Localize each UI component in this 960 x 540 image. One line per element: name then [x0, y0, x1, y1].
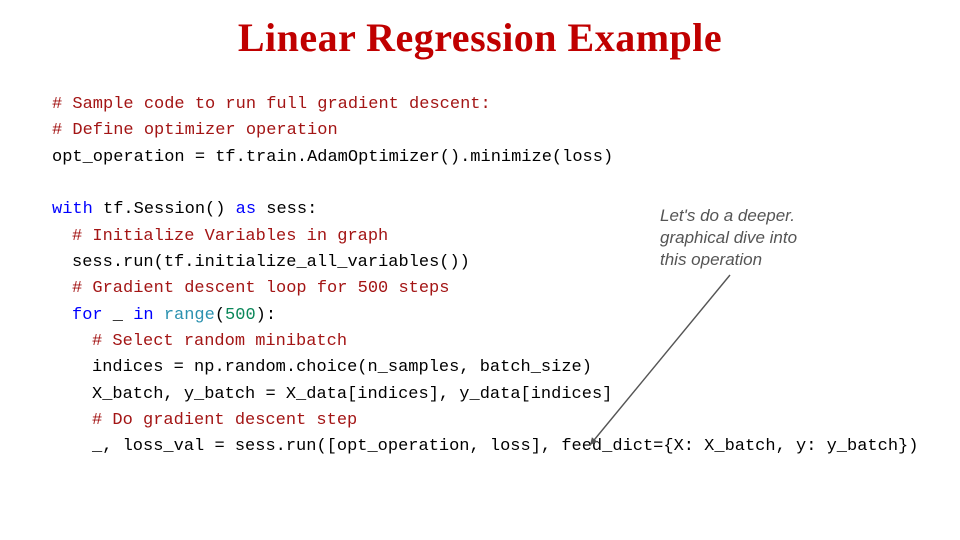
slide: Linear Regression Example # Sample code … — [0, 0, 960, 540]
callout-arrow — [0, 0, 960, 540]
